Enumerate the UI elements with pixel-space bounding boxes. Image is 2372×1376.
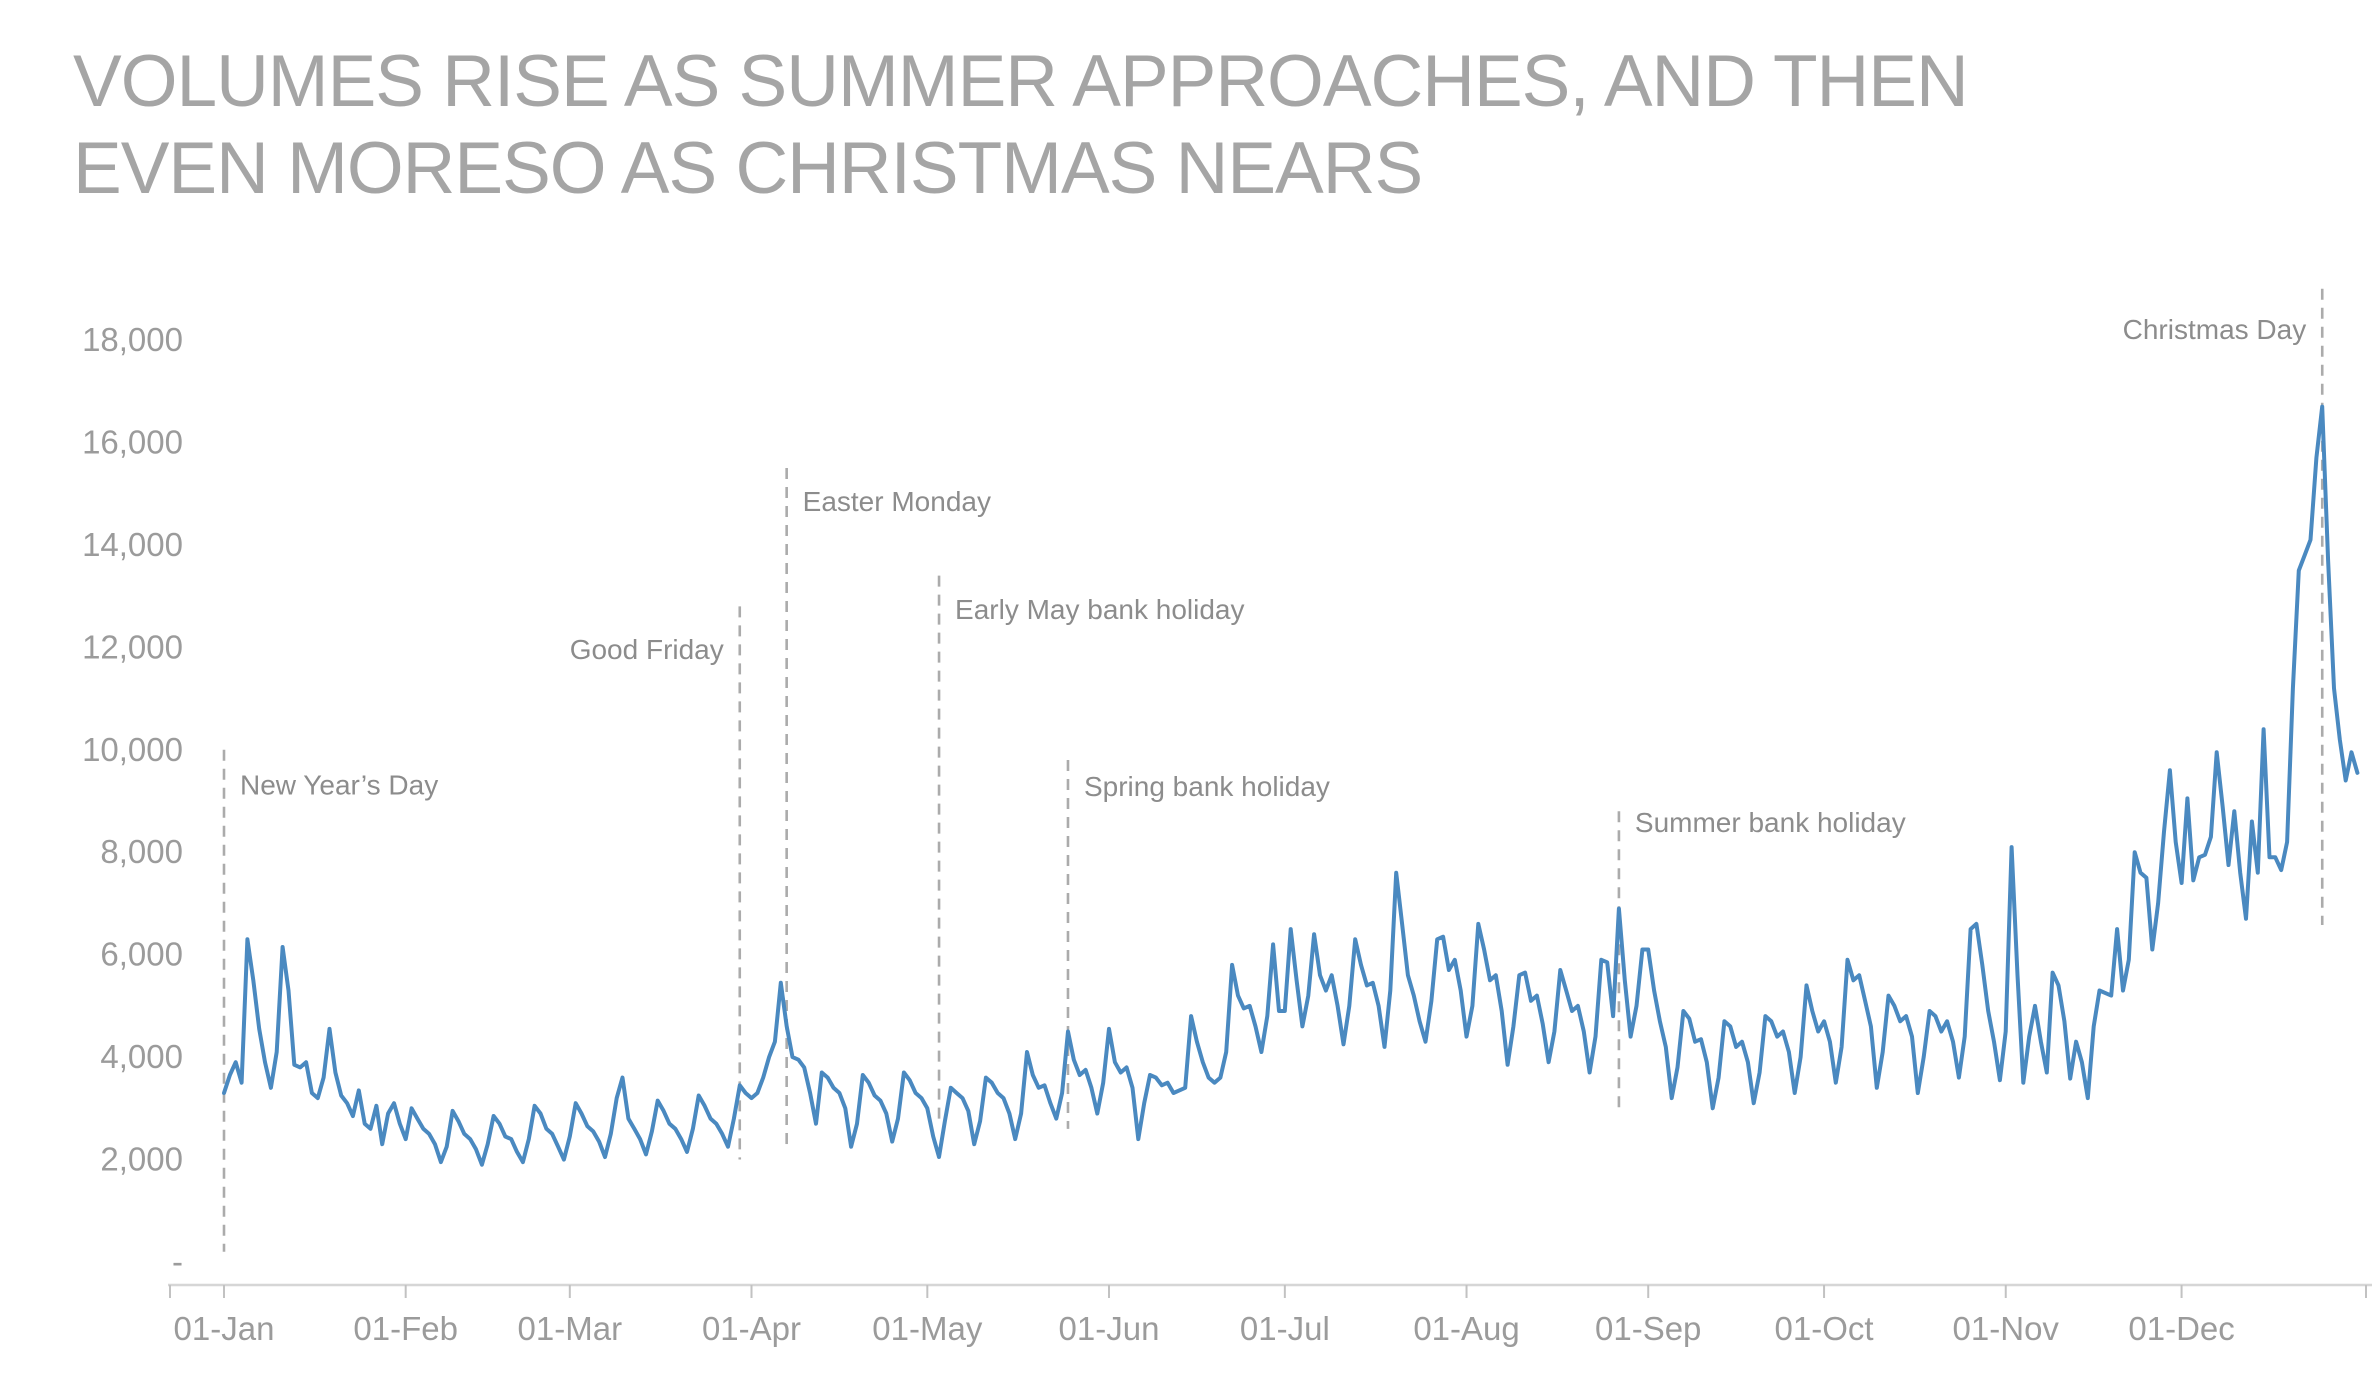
annotation-label-spring-bank-holiday: Spring bank holiday: [1084, 771, 1330, 802]
x-axis-label: 01-Mar: [518, 1310, 623, 1347]
chart-title-line-2: EVEN MORESO AS CHRISTMAS NEARS: [73, 128, 1423, 209]
y-axis-label: -: [172, 1243, 183, 1280]
y-axis-label: 2,000: [100, 1141, 183, 1178]
x-axis-label: 01-Apr: [702, 1310, 801, 1347]
x-axis-label: 01-Jul: [1240, 1310, 1330, 1347]
y-axis-label: 12,000: [82, 628, 183, 665]
chart-title: VOLUMES RISE AS SUMMER APPROACHES, AND T…: [73, 38, 2273, 212]
y-axis-label: 6,000: [100, 936, 183, 973]
annotation-label-easter-monday: Easter Monday: [803, 486, 991, 517]
y-axis-label: 14,000: [82, 526, 183, 563]
annotation-label-good-friday: Good Friday: [570, 634, 724, 665]
y-axis-label: 4,000: [100, 1038, 183, 1075]
annotation-label-christmas-day: Christmas Day: [2123, 314, 2307, 345]
x-axis-label: 01-Nov: [1953, 1310, 2060, 1347]
volume-series-line: [222, 404, 2360, 1167]
y-axis-label: 16,000: [82, 423, 183, 460]
annotation-label-summer-bank-holiday: Summer bank holiday: [1635, 807, 1906, 838]
x-axis-label: 01-Jan: [174, 1310, 275, 1347]
y-axis-label: 8,000: [100, 833, 183, 870]
x-axis-label: 01-May: [872, 1310, 983, 1347]
y-axis-label: 10,000: [82, 731, 183, 768]
x-axis-label: 01-Aug: [1413, 1310, 1519, 1347]
y-axis-label: 18,000: [82, 321, 183, 358]
annotation-label-early-may-bank-holiday: Early May bank holiday: [955, 594, 1244, 625]
x-axis-label: 01-Oct: [1775, 1310, 1874, 1347]
annotation-label-new-year-s-day: New Year’s Day: [240, 770, 438, 801]
chart-title-line-1: VOLUMES RISE AS SUMMER APPROACHES, AND T…: [73, 41, 1969, 122]
x-axis-label: 01-Dec: [2128, 1310, 2234, 1347]
x-axis-label: 01-Jun: [1059, 1310, 1160, 1347]
x-axis-label: 01-Sep: [1595, 1310, 1701, 1347]
x-axis-label: 01-Feb: [353, 1310, 458, 1347]
